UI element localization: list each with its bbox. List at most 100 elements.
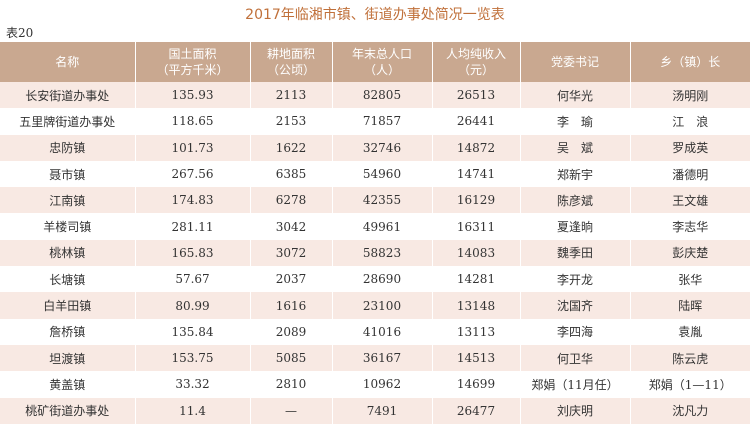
table-cell: 36167 xyxy=(331,344,432,372)
table-cell: 2113 xyxy=(249,82,332,109)
table-cell: 江南镇 xyxy=(0,187,135,214)
table-cell: 长安街道办事处 xyxy=(0,82,135,109)
table-row: 忠防镇 101.73 1622 32746 14872 吴 斌罗成英 xyxy=(0,134,750,161)
table-cell: 汤明刚 xyxy=(629,82,750,109)
table-cell: 2810 xyxy=(249,371,332,398)
table-cell: 忠防镇 xyxy=(0,134,135,161)
table-cell: 165.83 xyxy=(134,239,250,267)
table-cell: 桃林镇 xyxy=(0,239,135,267)
table-cell: 聂市镇 xyxy=(49,167,86,182)
table-row: 白羊田镇 80.99 1616 23100 13148 沈国齐 陆晖 xyxy=(0,292,750,319)
table-cell: 101.73 xyxy=(134,134,250,161)
table-cell: 49961 xyxy=(331,213,432,240)
table-row: 坦渡镇 153.75 5085 36167 14513 何卫华 陈云虎 xyxy=(0,344,750,372)
header-line: 耕地面积 xyxy=(266,47,315,61)
table-cell: 16311 xyxy=(431,213,520,240)
table-cell: 41016 xyxy=(331,318,432,345)
table-cell: 罗成英 xyxy=(629,134,750,161)
table-cell: 82805 xyxy=(331,82,432,109)
table-cell: 80.99 xyxy=(134,292,250,319)
header-line: 乡（镇）长 xyxy=(660,55,721,69)
table-cell: 桃矿街道办事处 xyxy=(0,397,135,424)
table-cell: 刘庆明 xyxy=(519,397,630,424)
table-cell: 3072 xyxy=(249,239,332,267)
table-cell: 3042 xyxy=(249,213,332,240)
table-cell: 1616 xyxy=(249,292,332,319)
table-cell: 长塘镇 xyxy=(49,272,86,287)
table-cell: 281.11 xyxy=(134,213,250,240)
table-cell: 13113 xyxy=(431,318,520,345)
header-cell: 国土面积 （平方千米） xyxy=(134,42,250,82)
header-line: 党委书记 xyxy=(550,55,599,69)
table-cell: 118.65 xyxy=(134,108,250,135)
table-cell: 11.4 xyxy=(134,397,250,424)
table-cell: 何华光 xyxy=(519,82,630,109)
table-cell: 羊楼司镇 xyxy=(43,220,92,235)
header-line: （元） xyxy=(457,63,494,77)
table-cell: 五里牌街道办事处 xyxy=(19,114,116,129)
table-cell: 1622 xyxy=(249,134,332,161)
header-line: 国土面积 xyxy=(168,47,217,61)
table-row: 黄盖镇 33.32 2810 10962 14699 郑娟（11月任） 郑娟（1—11） xyxy=(0,371,750,398)
header-cell: 耕地面积 （公顷） xyxy=(249,42,332,82)
table-cell: 26513 xyxy=(431,82,520,109)
table-cell: 沈国齐 xyxy=(519,292,630,319)
table-cell: 陈彦斌 xyxy=(519,187,630,214)
table-cell: 135.84 xyxy=(134,318,250,345)
table-cell: 袁胤 xyxy=(629,318,750,345)
table-cell: 14872 xyxy=(431,134,520,161)
table-cell: 陈云虎 xyxy=(629,344,750,372)
table-cell: 174.83 xyxy=(134,187,250,214)
table-cell: 26477 xyxy=(431,397,520,424)
table-cell: 李志华 xyxy=(629,213,750,240)
table-cell: 黄盖镇 xyxy=(49,377,86,392)
table-cell: 16129 xyxy=(431,187,520,214)
header-cell: 人均纯收入 （元） xyxy=(431,42,520,82)
table-row: 长安街道办事处 135.93 2113 82805 26513 何华光 汤明刚 xyxy=(0,82,750,109)
table-cell: 李四海 xyxy=(519,318,630,345)
header-line: （公顷） xyxy=(266,63,315,77)
table-cell: 13148 xyxy=(431,292,520,319)
table-cell: 14083 xyxy=(431,239,520,267)
table-cell: 詹桥镇 xyxy=(49,325,86,340)
table-row: 桃林镇 165.83 3072 58823 14083 魏季田 彭庆楚 xyxy=(0,239,750,267)
table-cell: 2089 xyxy=(249,318,332,345)
table-cell: 潘德明 xyxy=(629,160,750,188)
header-line: （人） xyxy=(363,63,400,77)
title: 2017年临湘市镇、街道办事处简况一览表 xyxy=(245,7,505,23)
table-cell: 郑娟（1—11） xyxy=(629,371,750,398)
table-cell: 57.67 xyxy=(134,266,250,293)
header-line: 名称 xyxy=(55,55,80,69)
table-cell: 2153 xyxy=(249,108,332,135)
table-cell: 张华 xyxy=(629,266,750,293)
header-line: 年末总人口 xyxy=(351,47,412,61)
table-row: 羊楼司镇 281.11 3042 49961 16311 夏逢晌 李志华 xyxy=(0,213,750,240)
header-line: 人均纯收入 xyxy=(445,47,506,61)
table-row: 桃矿街道办事处 11.4—7491 26477 刘庆明 沈凡力 xyxy=(0,397,750,424)
table-cell: 71857 xyxy=(331,108,432,135)
table-row: 长塘镇 57.67 2037 28690 14281 李开龙 张华 xyxy=(0,266,750,293)
table-row: 詹桥镇 135.84 2089 41016 13113 李四海 袁胤 xyxy=(0,318,750,345)
table-cell: 王文雄 xyxy=(629,187,750,214)
table-cell: 267.56 xyxy=(134,160,250,188)
table-cell: 何卫华 xyxy=(519,344,630,372)
table-cell: 彭庆楚 xyxy=(629,239,750,267)
table-cell: 32746 xyxy=(331,134,432,161)
table-cell: 14699 xyxy=(431,371,520,398)
table-cell: 白羊田镇 xyxy=(0,292,135,319)
table-cell: 28690 xyxy=(331,266,432,293)
header-cell: 党委书记 xyxy=(519,42,630,82)
table-cell: 10962 xyxy=(331,371,432,398)
table-cell: 郑新宇 xyxy=(519,160,630,188)
table-row: 五里牌街道办事处 118.65 2153 71857 26441 李 瑜江 浪 xyxy=(0,108,750,135)
table-cell: 江 浪 xyxy=(629,108,750,135)
table-cell: 6278 xyxy=(249,187,332,214)
header-cell: 名称 xyxy=(0,42,135,82)
table-cell: 42355 xyxy=(331,187,432,214)
table-cell: 陆晖 xyxy=(629,292,750,319)
table-body: 长安街道办事处 135.93 2113 82805 26513 何华光 汤明刚五里牌街道办事… xyxy=(0,82,750,424)
table-cell: 夏逢晌 xyxy=(519,213,630,240)
table-label: 表20 xyxy=(6,26,34,40)
table-cell: — xyxy=(249,397,332,424)
